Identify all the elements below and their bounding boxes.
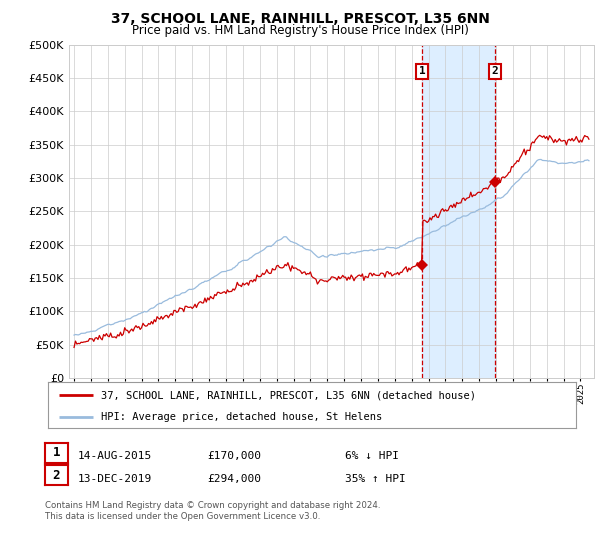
Text: Contains HM Land Registry data © Crown copyright and database right 2024.
This d: Contains HM Land Registry data © Crown c…	[45, 501, 380, 521]
Text: 14-AUG-2015: 14-AUG-2015	[78, 451, 152, 461]
Text: HPI: Average price, detached house, St Helens: HPI: Average price, detached house, St H…	[101, 412, 382, 422]
Text: £170,000: £170,000	[207, 451, 261, 461]
Text: 6% ↓ HPI: 6% ↓ HPI	[345, 451, 399, 461]
Bar	[422, 45, 495, 378]
Text: 35% ↑ HPI: 35% ↑ HPI	[345, 474, 406, 484]
Text: 37, SCHOOL LANE, RAINHILL, PRESCOT, L35 6NN: 37, SCHOOL LANE, RAINHILL, PRESCOT, L35 …	[110, 12, 490, 26]
Text: Price paid vs. HM Land Registry's House Price Index (HPI): Price paid vs. HM Land Registry's House …	[131, 24, 469, 37]
Text: 1: 1	[53, 446, 60, 459]
Text: 2: 2	[53, 469, 60, 482]
Text: 2: 2	[492, 67, 499, 77]
Text: 13-DEC-2019: 13-DEC-2019	[78, 474, 152, 484]
Text: £294,000: £294,000	[207, 474, 261, 484]
Text: 37, SCHOOL LANE, RAINHILL, PRESCOT, L35 6NN (detached house): 37, SCHOOL LANE, RAINHILL, PRESCOT, L35 …	[101, 390, 476, 400]
Text: 1: 1	[419, 67, 425, 77]
